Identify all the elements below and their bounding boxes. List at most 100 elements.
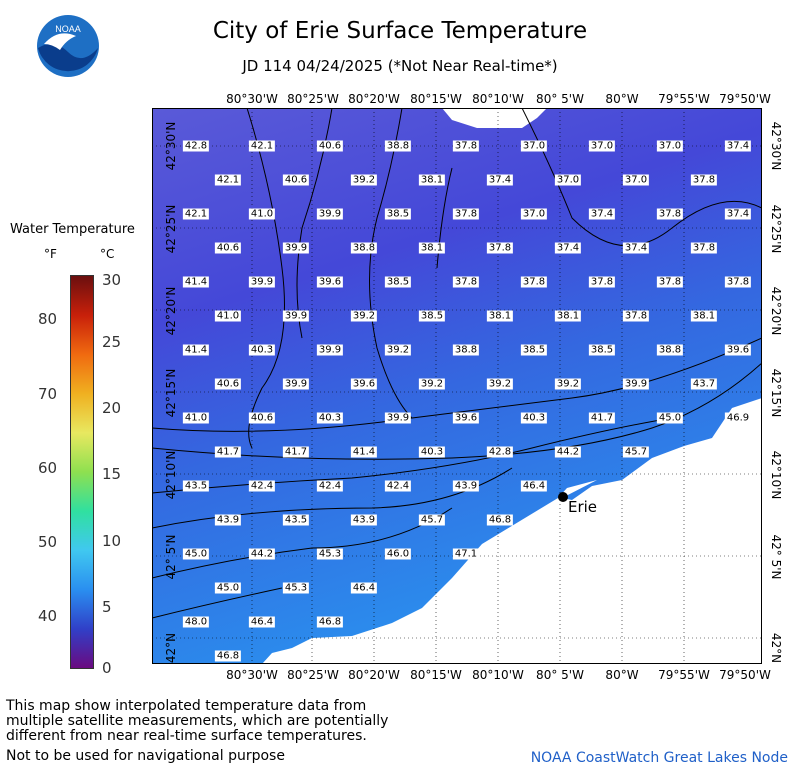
temperature-value-label: 38.1 [486,310,514,322]
temperature-value-label: 37.8 [486,242,514,254]
temperature-value-label: 38.5 [384,276,412,288]
temperature-value-label: 43.5 [282,514,310,526]
temperature-value-label: 38.8 [350,242,378,254]
latitude-label: 42°10'N [769,450,783,500]
temperature-value-label: 37.8 [656,208,684,220]
temperature-value-label: 37.8 [452,276,480,288]
temperature-map [152,108,762,664]
colorbar-tick-celsius: 30 [102,271,122,289]
latitude-label: 42°10'N [164,450,178,500]
map-subtitle: JD 114 04/24/2025 (*Not Near Real-time*) [242,57,558,75]
graticule [152,108,762,664]
map-title: City of Erie Surface Temperature [212,18,588,44]
longitude-label: 80°25'W [287,92,339,106]
temperature-value-label: 40.3 [520,412,548,424]
temperature-value-label: 37.8 [588,276,616,288]
longitude-label: 80°W [605,668,639,682]
temperature-value-label: 40.3 [418,446,446,458]
temperature-value-label: 39.9 [384,412,412,424]
temperature-value-label: 37.4 [622,242,650,254]
disclaimer-text: This map show interpolated temperature d… [6,699,388,764]
temperature-value-label: 37.0 [656,140,684,152]
temperature-value-label: 37.8 [452,208,480,220]
temperature-value-label: 43.9 [452,480,480,492]
temperature-value-label: 41.4 [182,344,210,356]
latitude-label: 42°N [769,632,783,664]
temperature-value-label: 41.0 [182,412,210,424]
temperature-value-label: 41.7 [588,412,616,424]
longitude-label: 80°25'W [287,668,339,682]
longitude-label: 80°30'W [226,92,278,106]
longitude-label: 80°10'W [472,668,524,682]
temperature-value-label: 40.6 [282,174,310,186]
temperature-value-label: 39.2 [384,344,412,356]
temperature-value-label: 46.4 [350,582,378,594]
colorbar-tick-fahrenheit: 80 [38,310,58,328]
temperature-value-label: 37.0 [520,208,548,220]
temperature-value-label: 38.8 [384,140,412,152]
temperature-value-label: 37.4 [724,208,752,220]
temperature-value-label: 39.9 [282,310,310,322]
temperature-value-label: 39.9 [282,378,310,390]
longitude-label: 79°50'W [719,92,771,106]
temperature-value-label: 40.6 [248,412,276,424]
temperature-value-label: 45.0 [214,582,242,594]
colorbar-tick-fahrenheit: 40 [38,607,58,625]
temperature-value-label: 41.4 [350,446,378,458]
erie-city-marker [558,492,568,502]
logo-text: NOAA [55,24,81,34]
disclaimer-line: multiple satellite measurements, which a… [6,713,389,729]
colorbar-tick-fahrenheit: 50 [38,533,58,551]
legend-unit-fahrenheit: °F [44,247,57,261]
temperature-value-label: 37.8 [690,242,718,254]
temperature-value-label: 42.8 [486,446,514,458]
temperature-value-label: 46.8 [316,616,344,628]
northern-land [442,108,547,128]
temperature-value-label: 46.4 [248,616,276,628]
temperature-value-label: 37.0 [622,174,650,186]
temperature-value-label: 39.2 [554,378,582,390]
longitude-label: 80°W [605,92,639,106]
temperature-value-label: 38.5 [418,310,446,322]
colorbar-tick-celsius: 0 [102,659,112,677]
temperature-value-label: 44.2 [248,548,276,560]
temperature-value-label: 45.7 [418,514,446,526]
erie-city-label: Erie [568,498,598,516]
temperature-value-label: 41.0 [214,310,242,322]
colorbar-tick-celsius: 20 [102,399,122,417]
latitude-label: 42°N [164,632,178,664]
temperature-value-label: 42.1 [214,174,242,186]
disclaimer-line: different from near real-time surface te… [6,728,367,744]
temperature-value-label: 37.8 [622,310,650,322]
colorbar-tick-fahrenheit: 70 [38,385,58,403]
temperature-value-label: 42.1 [182,208,210,220]
noaa-logo: NOAA [37,15,99,77]
temperature-value-label: 46.8 [214,650,242,662]
latitude-label: 42°30'N [164,121,178,171]
latitude-label: 42°15'N [164,368,178,418]
colorbar-tick-celsius: 25 [102,333,122,351]
temperature-value-label: 38.1 [418,174,446,186]
temperature-value-label: 43.5 [182,480,210,492]
temperature-value-label: 37.4 [724,140,752,152]
temperature-value-label: 38.5 [588,344,616,356]
temperature-value-label: 43.9 [350,514,378,526]
legend-unit-celsius: °C [100,247,115,261]
colorbar-tick-celsius: 5 [102,598,112,616]
temperature-value-label: 41.4 [182,276,210,288]
temperature-value-label: 37.4 [554,242,582,254]
temperature-value-label: 38.1 [690,310,718,322]
longitude-label: 80°30'W [226,668,278,682]
temperature-value-label: 47.1 [452,548,480,560]
temperature-value-label: 42.4 [248,480,276,492]
temperature-value-label: 42.4 [316,480,344,492]
temperature-value-label: 40.6 [214,242,242,254]
longitude-label: 80°20'W [348,92,400,106]
temperature-value-label: 37.0 [520,140,548,152]
colorbar-tick-celsius: 10 [102,532,122,550]
temperature-value-label: 38.5 [520,344,548,356]
temperature-value-label: 46.0 [384,548,412,560]
temperature-value-label: 48.0 [182,616,210,628]
disclaimer-line: This map show interpolated temperature d… [6,698,367,714]
temperature-value-label: 37.8 [724,276,752,288]
